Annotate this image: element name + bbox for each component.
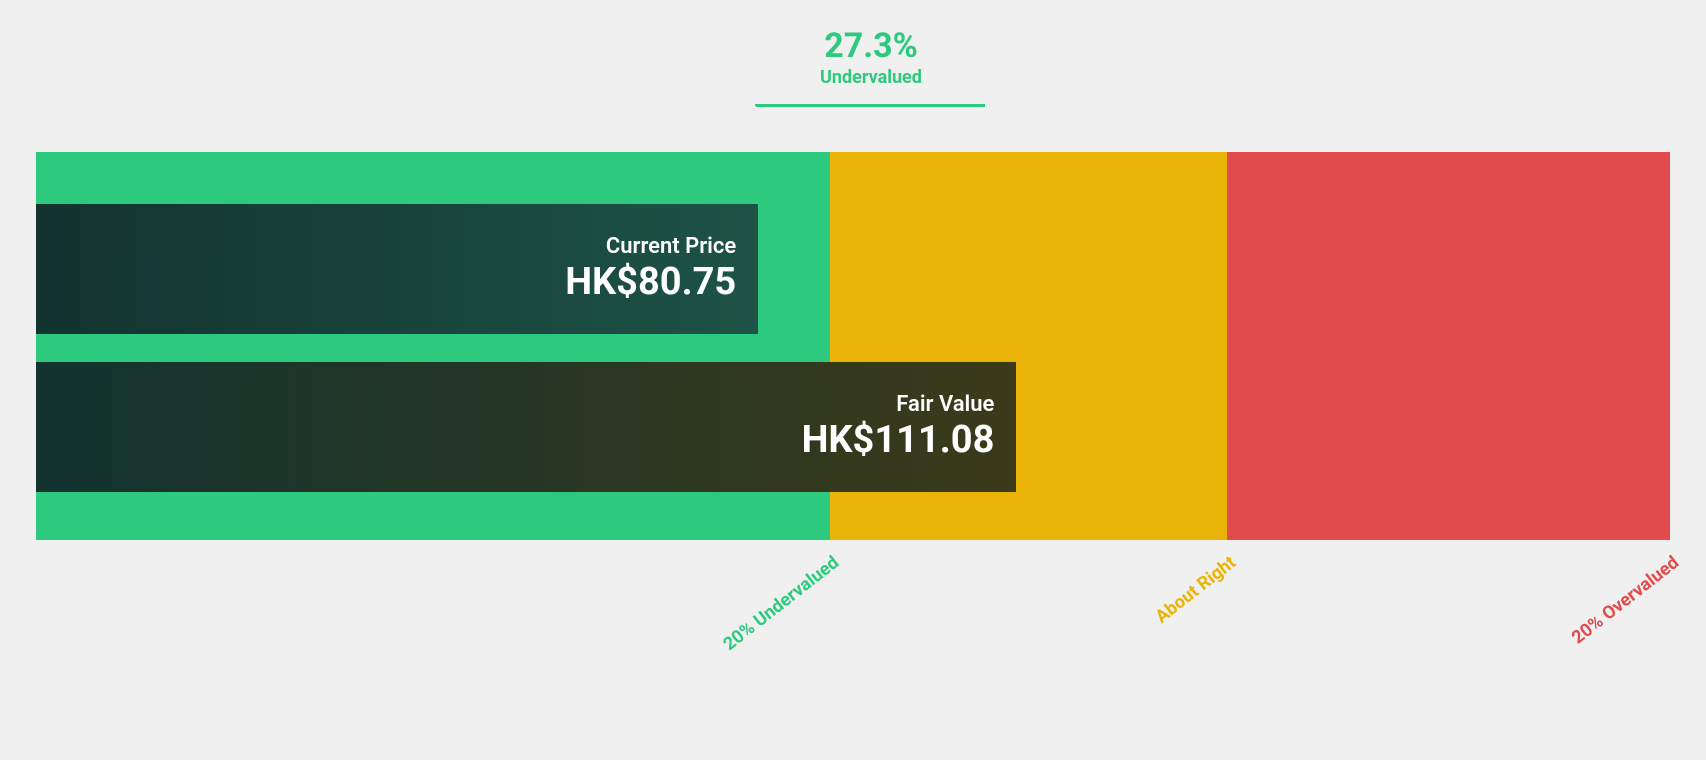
bar-fair-value-value: HK$111.08 — [802, 420, 995, 462]
axis-label-undervalued: 20% Undervalued — [673, 552, 844, 692]
bar-current-price-label: Current Price — [565, 234, 736, 260]
bar-fair-value-label: Fair Value — [802, 392, 995, 418]
valuation-indicator-label: Undervalued — [820, 67, 922, 88]
valuation-indicator-line — [755, 104, 985, 107]
bar-current-price: Current Price HK$80.75 — [36, 204, 758, 334]
valuation-indicator: 27.3% Undervalued — [820, 28, 922, 88]
zone-overvalued — [1227, 152, 1670, 540]
axis-label-overvalued: 20% Overvalued — [1512, 552, 1683, 692]
valuation-indicator-pct: 27.3% — [820, 28, 922, 65]
valuation-chart: Current Price HK$80.75 Fair Value HK$111… — [36, 152, 1670, 540]
bar-current-price-value: HK$80.75 — [565, 262, 736, 304]
bar-fair-value: Fair Value HK$111.08 — [36, 362, 1016, 492]
axis-label-about-right: About Right — [1070, 552, 1241, 692]
